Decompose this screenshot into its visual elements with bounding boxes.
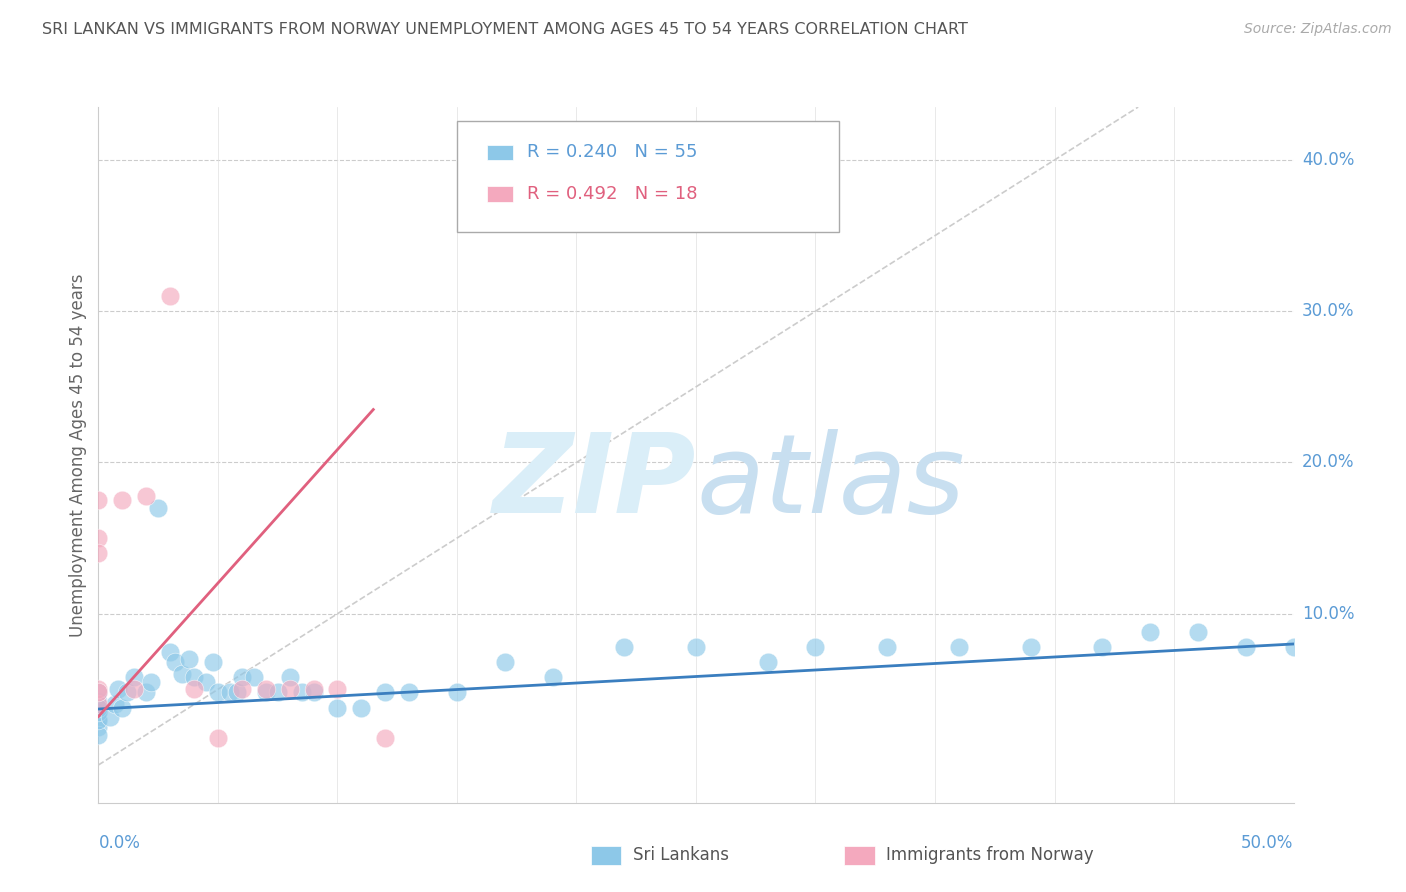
Point xyxy=(1187,624,1209,639)
Point xyxy=(243,670,266,684)
Point xyxy=(87,698,110,712)
Point xyxy=(87,700,110,714)
Point xyxy=(107,682,129,697)
Text: 0.0%: 0.0% xyxy=(98,834,141,852)
Point xyxy=(350,700,373,714)
Point xyxy=(254,682,277,697)
Text: Sri Lankans: Sri Lankans xyxy=(633,847,728,864)
Point xyxy=(326,700,349,714)
Point xyxy=(446,685,468,699)
Point xyxy=(87,713,110,727)
Point xyxy=(1234,640,1257,654)
Point xyxy=(1282,640,1305,654)
Point xyxy=(163,655,186,669)
Point xyxy=(231,670,253,684)
Point xyxy=(302,685,325,699)
Point xyxy=(87,698,110,712)
Point xyxy=(613,640,636,654)
Point xyxy=(111,493,134,508)
Point xyxy=(876,640,898,654)
Text: Source: ZipAtlas.com: Source: ZipAtlas.com xyxy=(1244,22,1392,37)
Point xyxy=(278,670,301,684)
Point xyxy=(254,685,277,699)
Text: atlas: atlas xyxy=(696,429,965,536)
Point xyxy=(179,652,201,666)
Point xyxy=(87,720,110,734)
FancyBboxPatch shape xyxy=(486,145,513,160)
Point xyxy=(124,670,146,684)
Text: R = 0.492   N = 18: R = 0.492 N = 18 xyxy=(527,185,697,203)
Point xyxy=(194,674,217,689)
Point xyxy=(98,709,122,723)
Point xyxy=(278,682,301,697)
Point xyxy=(148,500,170,515)
Point xyxy=(326,682,349,697)
Point xyxy=(202,655,225,669)
Point xyxy=(948,640,970,654)
Text: 20.0%: 20.0% xyxy=(1302,453,1354,472)
Point xyxy=(139,674,162,689)
Point xyxy=(183,682,205,697)
Point xyxy=(207,685,229,699)
Point xyxy=(226,685,249,699)
Point xyxy=(111,700,134,714)
Y-axis label: Unemployment Among Ages 45 to 54 years: Unemployment Among Ages 45 to 54 years xyxy=(69,273,87,637)
Point xyxy=(87,685,110,699)
Point xyxy=(804,640,827,654)
Point xyxy=(87,682,110,697)
Point xyxy=(87,493,110,508)
Point xyxy=(104,698,127,712)
Point xyxy=(87,705,110,719)
Point xyxy=(183,670,205,684)
Point xyxy=(290,685,312,699)
Point xyxy=(172,667,194,681)
Point xyxy=(135,685,157,699)
Point xyxy=(494,655,516,669)
Point xyxy=(135,489,157,503)
Point xyxy=(87,705,110,719)
Point xyxy=(374,685,396,699)
Point xyxy=(374,731,396,745)
Point xyxy=(87,685,110,699)
Point xyxy=(1019,640,1042,654)
Point xyxy=(87,728,110,742)
Point xyxy=(159,289,181,303)
Point xyxy=(115,685,138,699)
Text: 30.0%: 30.0% xyxy=(1302,302,1354,320)
Text: 10.0%: 10.0% xyxy=(1302,605,1354,623)
Point xyxy=(124,682,146,697)
Point xyxy=(756,655,779,669)
Point xyxy=(267,685,290,699)
Point xyxy=(302,682,325,697)
Point xyxy=(87,694,110,708)
Point xyxy=(541,670,564,684)
Point xyxy=(87,531,110,545)
Text: Immigrants from Norway: Immigrants from Norway xyxy=(886,847,1094,864)
FancyBboxPatch shape xyxy=(457,121,839,232)
Text: ZIP: ZIP xyxy=(492,429,696,536)
Point xyxy=(87,713,110,727)
Text: 40.0%: 40.0% xyxy=(1302,151,1354,169)
Point xyxy=(685,640,707,654)
Point xyxy=(159,644,181,658)
Point xyxy=(219,685,242,699)
Point xyxy=(1091,640,1114,654)
Point xyxy=(1139,624,1161,639)
Text: SRI LANKAN VS IMMIGRANTS FROM NORWAY UNEMPLOYMENT AMONG AGES 45 TO 54 YEARS CORR: SRI LANKAN VS IMMIGRANTS FROM NORWAY UNE… xyxy=(42,22,969,37)
Text: 50.0%: 50.0% xyxy=(1241,834,1294,852)
Text: R = 0.240   N = 55: R = 0.240 N = 55 xyxy=(527,144,697,161)
FancyBboxPatch shape xyxy=(486,186,513,202)
Point xyxy=(398,685,420,699)
Point xyxy=(231,682,253,697)
Point xyxy=(87,546,110,560)
Point xyxy=(207,731,229,745)
